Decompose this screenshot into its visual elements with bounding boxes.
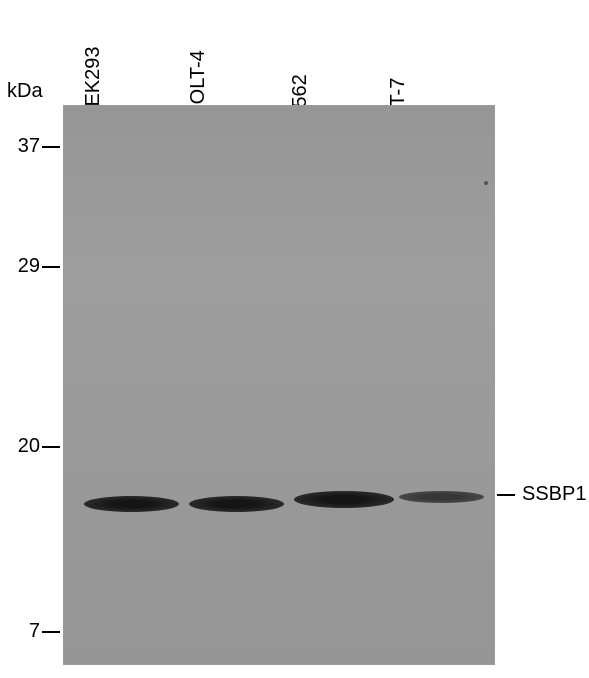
marker-label: 37 [12, 135, 40, 158]
marker-label: 20 [12, 435, 40, 458]
marker-label: 7 [12, 620, 40, 643]
protein-band [84, 496, 179, 512]
protein-band [189, 496, 284, 512]
marker-tick [42, 631, 60, 633]
protein-name: SSBP1 [522, 483, 586, 506]
blot-background [64, 106, 494, 664]
marker-label: 29 [12, 255, 40, 278]
unit-label: kDa [7, 80, 43, 103]
blot-artifact [484, 181, 488, 185]
blot-figure: kDa HEK293 MOLT-4 K562 UT-7 37 29 20 7 S… [0, 0, 589, 678]
protein-band [399, 491, 484, 503]
protein-tick [497, 494, 515, 496]
marker-tick [42, 446, 60, 448]
marker-tick [42, 266, 60, 268]
marker-tick [42, 146, 60, 148]
protein-band [294, 491, 394, 508]
western-blot [63, 105, 495, 665]
